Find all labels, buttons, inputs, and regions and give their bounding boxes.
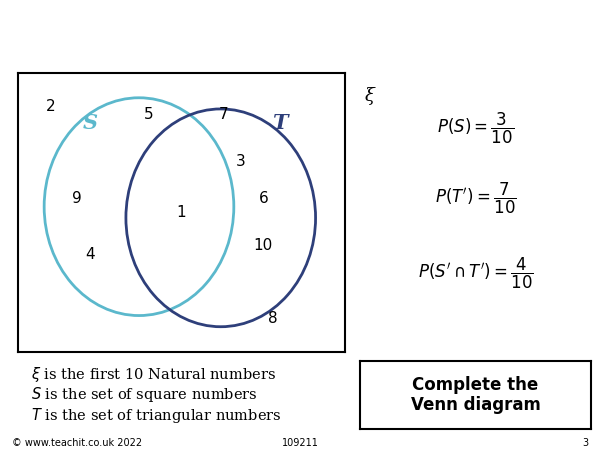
Text: Complete the
Venn diagram: Complete the Venn diagram [410, 375, 541, 415]
Text: ξ: ξ [365, 87, 374, 104]
Text: Probability: Probability [200, 12, 400, 47]
Text: 4: 4 [85, 247, 95, 262]
Text: 8: 8 [268, 311, 278, 326]
Text: 10: 10 [254, 238, 273, 253]
Text: $S$ is the set of square numbers: $S$ is the set of square numbers [31, 385, 258, 405]
Text: 5: 5 [144, 107, 154, 122]
Text: 9: 9 [72, 191, 82, 206]
Text: 1: 1 [176, 205, 187, 220]
Text: T: T [272, 113, 287, 133]
Text: $P(S) = \dfrac{3}{10}$: $P(S) = \dfrac{3}{10}$ [437, 111, 514, 146]
Text: 109211: 109211 [281, 438, 319, 448]
Text: $P(S' \cap T') = \dfrac{4}{10}$: $P(S' \cap T') = \dfrac{4}{10}$ [418, 256, 533, 291]
Text: $P(T') = \dfrac{7}{10}$: $P(T') = \dfrac{7}{10}$ [434, 181, 517, 216]
Text: 6: 6 [259, 191, 268, 206]
Text: 7: 7 [219, 107, 229, 122]
Text: 3: 3 [582, 438, 588, 448]
Text: S: S [82, 113, 98, 133]
Text: 2: 2 [46, 99, 56, 114]
Text: 3: 3 [235, 154, 245, 169]
Text: $T$ is the set of triangular numbers: $T$ is the set of triangular numbers [31, 406, 282, 425]
Text: © www.teachit.co.uk 2022: © www.teachit.co.uk 2022 [12, 438, 142, 448]
Text: $\xi$ is the first 10 Natural numbers: $\xi$ is the first 10 Natural numbers [31, 365, 276, 384]
